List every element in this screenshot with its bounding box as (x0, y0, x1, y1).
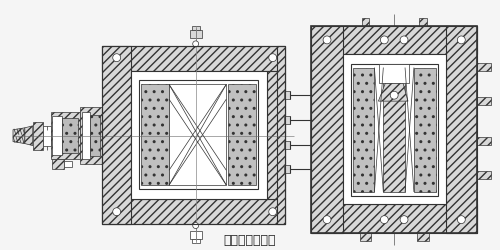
Bar (477, 171, 491, 179)
Bar (446, 26, 477, 234)
Bar (62, 118, 78, 154)
Bar (284, 165, 290, 173)
Bar (52, 160, 64, 169)
Bar (228, 84, 256, 185)
Bar (284, 141, 290, 148)
Bar (190, 232, 202, 239)
Bar (350, 64, 438, 196)
Text: （三）防爆装置: （三）防爆装置 (224, 234, 276, 247)
Bar (102, 46, 284, 70)
Circle shape (112, 54, 120, 62)
Bar (102, 46, 284, 224)
Circle shape (390, 91, 398, 99)
Bar (311, 26, 477, 234)
Bar (50, 112, 80, 160)
Circle shape (269, 54, 276, 62)
Bar (417, 234, 428, 241)
Bar (311, 26, 477, 54)
Bar (90, 115, 100, 156)
Circle shape (458, 216, 466, 224)
Bar (360, 234, 372, 241)
Bar (380, 64, 409, 83)
Bar (192, 240, 200, 243)
Bar (477, 137, 491, 144)
Bar (52, 116, 62, 156)
Bar (64, 161, 72, 167)
Circle shape (112, 208, 120, 216)
Circle shape (323, 216, 331, 224)
Bar (132, 70, 267, 199)
Bar (362, 18, 370, 26)
Polygon shape (13, 128, 25, 144)
Circle shape (400, 216, 408, 224)
Circle shape (458, 36, 466, 44)
Bar (384, 68, 405, 192)
Bar (284, 116, 290, 124)
Bar (32, 122, 42, 150)
Bar (414, 68, 436, 192)
Circle shape (380, 36, 388, 44)
Bar (311, 204, 477, 234)
Bar (192, 26, 200, 30)
Bar (42, 126, 50, 146)
Bar (284, 91, 290, 99)
Bar (267, 70, 284, 199)
Bar (142, 84, 169, 185)
Bar (419, 18, 427, 26)
Bar (477, 62, 491, 70)
Bar (276, 46, 284, 224)
Bar (102, 46, 132, 224)
Bar (343, 54, 446, 204)
Circle shape (323, 36, 331, 44)
Bar (352, 68, 374, 192)
Circle shape (192, 222, 198, 228)
Bar (102, 199, 284, 224)
Circle shape (269, 208, 276, 216)
Polygon shape (378, 83, 408, 101)
Circle shape (380, 216, 388, 224)
Bar (80, 107, 102, 164)
Bar (190, 30, 202, 38)
Circle shape (400, 36, 408, 44)
Circle shape (192, 41, 198, 47)
Bar (82, 112, 90, 160)
Bar (169, 84, 226, 185)
Polygon shape (25, 126, 32, 146)
Bar (477, 97, 491, 105)
Bar (140, 80, 258, 189)
Bar (311, 26, 343, 234)
